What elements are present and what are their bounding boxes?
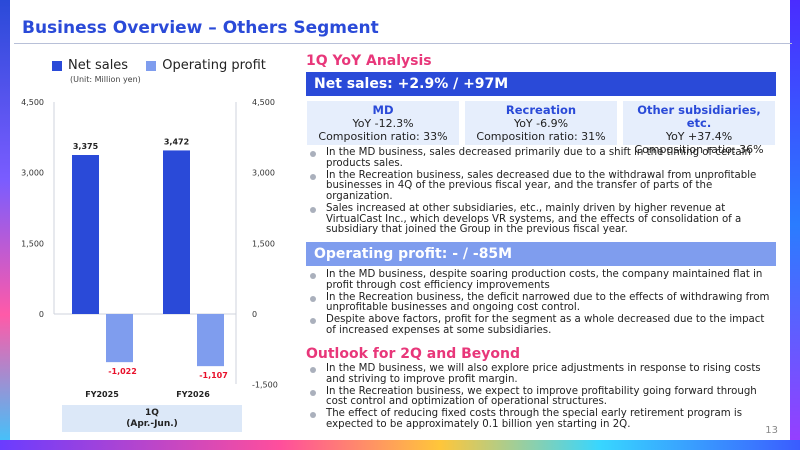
legend-label-net-sales: Net sales: [68, 58, 129, 73]
right-tick-label: -1,500: [252, 381, 278, 390]
list-item: Despite above factors, profit for the se…: [306, 315, 776, 336]
segment-yoy: YoY -6.9%: [513, 117, 569, 130]
net-sales-header: Net sales: +2.9% / +97M: [306, 72, 776, 96]
page-number: 13: [765, 425, 778, 436]
segment-yoy: YoY +37.4%: [665, 130, 733, 143]
data-label-operating-profit: -1,107: [199, 371, 228, 380]
left-tick-label: 3,000: [21, 169, 44, 178]
list-item: In the Recreation business, the deficit …: [306, 292, 776, 314]
segment-name: Other subsidiaries, etc.: [637, 103, 761, 130]
bar-operating-profit: [197, 314, 224, 367]
operating-profit-header: Operating profit: - / -85M: [306, 242, 776, 266]
outlook-heading: Outlook for 2Q and Beyond: [306, 346, 520, 362]
x-tick-label: FY2025: [85, 390, 119, 399]
bar-net-sales: [163, 150, 190, 314]
segment-ratio: Composition ratio: 31%: [476, 130, 606, 143]
period-range: (Apr.-Jun.): [126, 419, 178, 429]
legend-item-operating-profit: Operating profit: [146, 58, 266, 73]
frame-bottom-decoration: [0, 440, 800, 450]
period-quarter: 1Q: [145, 408, 159, 418]
bar-net-sales: [72, 155, 99, 314]
right-tick-label: 3,000: [252, 169, 275, 178]
right-tick-label: 0: [252, 310, 257, 319]
list-item: Sales increased at other subsidiaries, e…: [306, 203, 776, 236]
data-label-net-sales: 3,472: [164, 137, 189, 146]
analysis-heading: 1Q YoY Analysis: [306, 53, 432, 69]
bar-operating-profit: [106, 314, 133, 363]
frame-left-decoration: [0, 0, 12, 450]
segment-yoy: YoY -12.3%: [352, 117, 414, 130]
data-label-operating-profit: -1,022: [108, 367, 137, 376]
left-tick-label: 0: [39, 310, 44, 319]
left-tick-label: 1,500: [21, 239, 44, 248]
segment-recreation: Recreation YoY -6.9% Composition ratio: …: [465, 101, 617, 145]
list-item: In the MD business, we will also explore…: [306, 363, 776, 385]
segment-other-subsidiaries: Other subsidiaries, etc. YoY +37.4% Comp…: [623, 101, 775, 156]
chart-period-label: 1Q (Apr.-Jun.): [62, 405, 242, 432]
segment-name: MD: [372, 103, 394, 117]
bar-chart: 0 1,500 3,000 4,500 -1,500 0 1,500 3,000 4,500 3,…: [21, 98, 278, 399]
x-tick-label: FY2026: [176, 390, 210, 399]
operating-profit-bullets: In the MD business, despite soaring prod…: [306, 269, 776, 338]
page-title: Business Overview – Others Segment: [22, 18, 379, 38]
list-item: In the MD business, despite soaring prod…: [306, 269, 776, 291]
segment-name: Recreation: [505, 103, 577, 117]
segment-md: MD YoY -12.3% Composition ratio: 33%: [307, 101, 459, 145]
outlook-bullets: In the MD business, we will also explore…: [306, 363, 776, 432]
left-tick-label: 4,500: [21, 98, 44, 107]
list-item: The effect of reducing fixed costs throu…: [306, 409, 776, 430]
segment-ratio: Composition ratio: 33%: [318, 130, 448, 143]
title-divider: [14, 43, 792, 44]
chart-legend: Net sales Operating profit: [52, 58, 280, 73]
list-item: In the Recreation business, we expect to…: [306, 386, 776, 408]
frame-right-decoration: [788, 0, 800, 450]
legend-swatch-operating-profit: [146, 60, 157, 71]
right-tick-label: 4,500: [252, 98, 275, 107]
net-sales-bullets: In the MD business, sales decreased prim…: [306, 147, 776, 237]
legend-swatch-net-sales: [52, 60, 62, 71]
legend-label-operating-profit: Operating profit: [162, 58, 266, 73]
data-label-net-sales: 3,375: [73, 142, 99, 151]
right-tick-label: 1,500: [252, 239, 275, 248]
list-item: In the Recreation business, sales decrea…: [306, 170, 776, 203]
list-item: In the MD business, sales decreased prim…: [306, 147, 776, 169]
legend-item-net-sales: Net sales: [52, 58, 128, 73]
unit-label: (Unit: Million yen): [70, 75, 141, 84]
segment-ratio: Composition ratio: 36%: [634, 143, 764, 156]
